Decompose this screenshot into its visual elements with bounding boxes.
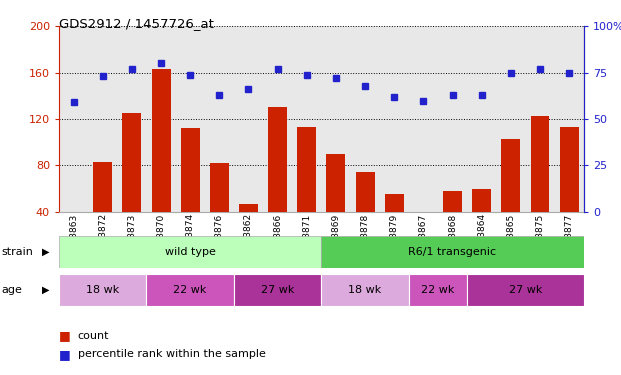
Text: 18 wk: 18 wk: [86, 285, 119, 295]
Bar: [181, 128, 200, 258]
Bar: [147, 274, 234, 306]
Bar: [443, 191, 462, 258]
Bar: [414, 212, 433, 258]
Bar: [234, 274, 322, 306]
Bar: [501, 139, 520, 258]
Text: strain: strain: [2, 247, 34, 257]
Text: ■: ■: [59, 348, 71, 361]
Bar: [385, 195, 404, 258]
Bar: [59, 236, 322, 268]
Text: age: age: [2, 285, 23, 295]
Bar: [239, 204, 258, 258]
Bar: [409, 274, 467, 306]
Bar: [530, 116, 550, 258]
Text: 18 wk: 18 wk: [348, 285, 382, 295]
Bar: [59, 274, 147, 306]
Bar: [122, 113, 142, 258]
Bar: [152, 69, 171, 258]
Text: ▶: ▶: [42, 285, 49, 295]
Bar: [467, 274, 584, 306]
Bar: [297, 127, 316, 258]
Text: R6/1 transgenic: R6/1 transgenic: [409, 247, 497, 257]
Bar: [322, 274, 409, 306]
Bar: [322, 236, 584, 268]
Bar: [327, 154, 345, 258]
Bar: [93, 162, 112, 258]
Text: ▶: ▶: [42, 247, 49, 257]
Text: wild type: wild type: [165, 247, 215, 257]
Text: GDS2912 / 1457726_at: GDS2912 / 1457726_at: [59, 17, 214, 30]
Bar: [210, 163, 229, 258]
Bar: [560, 127, 579, 258]
Text: 22 wk: 22 wk: [421, 285, 455, 295]
Bar: [268, 108, 287, 258]
Text: 27 wk: 27 wk: [261, 285, 294, 295]
Bar: [356, 172, 374, 258]
Bar: [64, 212, 83, 258]
Text: count: count: [78, 331, 109, 340]
Text: ■: ■: [59, 329, 71, 342]
Text: percentile rank within the sample: percentile rank within the sample: [78, 350, 266, 359]
Text: 22 wk: 22 wk: [173, 285, 207, 295]
Bar: [472, 189, 491, 258]
Text: 27 wk: 27 wk: [509, 285, 542, 295]
